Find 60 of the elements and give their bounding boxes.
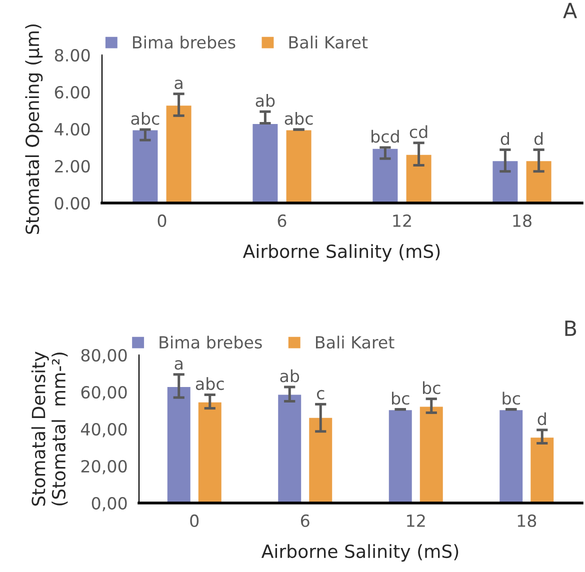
bar: [166, 386, 192, 503]
bar: [251, 122, 280, 203]
data-label: d: [500, 132, 509, 146]
bar: [284, 128, 313, 203]
y-axis-title: Stomatal Opening (µm): [25, 24, 43, 234]
bar: [524, 160, 553, 203]
y-tick-label: 20,00: [81, 460, 127, 474]
legend-label: Bima brebes: [160, 336, 262, 349]
y-tick-label: 6.00: [54, 86, 90, 99]
y-tick-label: 0.00: [54, 196, 90, 210]
data-label: bc: [423, 381, 440, 394]
data-label: ab: [256, 94, 275, 107]
x-tick-label: 12: [393, 214, 411, 227]
bar: [308, 416, 334, 503]
bar: [387, 408, 414, 503]
data-label: a: [174, 80, 182, 90]
bar: [498, 408, 524, 503]
x-tick-label: 0: [190, 514, 199, 528]
y-tick-label: 0,00: [92, 496, 127, 512]
data-label: bc: [502, 392, 520, 405]
y-tick-label: 40,00: [80, 422, 127, 438]
x-tick-label: 0: [158, 214, 166, 228]
data-label: d: [538, 412, 546, 426]
data-label: abc: [131, 112, 160, 125]
legend-label: Bali Karet: [289, 36, 368, 49]
data-label: abc: [284, 112, 313, 125]
x-tick-label: 12: [407, 514, 425, 527]
data-label: c: [316, 390, 324, 400]
x-axis-title: Airborne Salinity (mS): [242, 244, 440, 262]
text: B: [565, 320, 576, 336]
bar: [276, 393, 302, 503]
x-tick-label: 18: [518, 514, 536, 528]
data-label: abc: [196, 377, 224, 390]
data-label: d: [534, 132, 543, 146]
x-axis-title: Airborne Salinity (mS): [261, 544, 458, 562]
y-tick-label: 2.00: [55, 160, 90, 173]
bar: [197, 400, 223, 503]
x-tick-label: 6: [300, 514, 310, 528]
bar: [371, 148, 400, 203]
x-tick-label: 6: [278, 214, 286, 228]
data-label: cd: [410, 125, 428, 138]
legend-label: Bima brebes: [133, 36, 236, 49]
bar: [491, 160, 520, 203]
text: A: [563, 2, 578, 18]
x-tick-label: 18: [513, 214, 532, 228]
y-tick-label: 60,00: [81, 386, 127, 400]
legend-label: Bali Karet: [316, 336, 394, 349]
bar: [404, 153, 433, 203]
bar: [529, 436, 556, 503]
y-tick-label: 4.00: [54, 122, 90, 136]
bar: [131, 128, 160, 203]
data-label: bcd: [372, 130, 399, 143]
y-axis-title: Stomatal Density (Stomatal mm-²): [31, 352, 68, 506]
data-label: a: [174, 360, 182, 370]
bar: [164, 104, 193, 203]
y-tick-label: 80,00: [81, 348, 127, 364]
data-label: ab: [280, 369, 300, 382]
y-tick-label: 8.00: [54, 48, 90, 62]
bar: [418, 405, 444, 503]
data-label: bc: [392, 392, 410, 405]
